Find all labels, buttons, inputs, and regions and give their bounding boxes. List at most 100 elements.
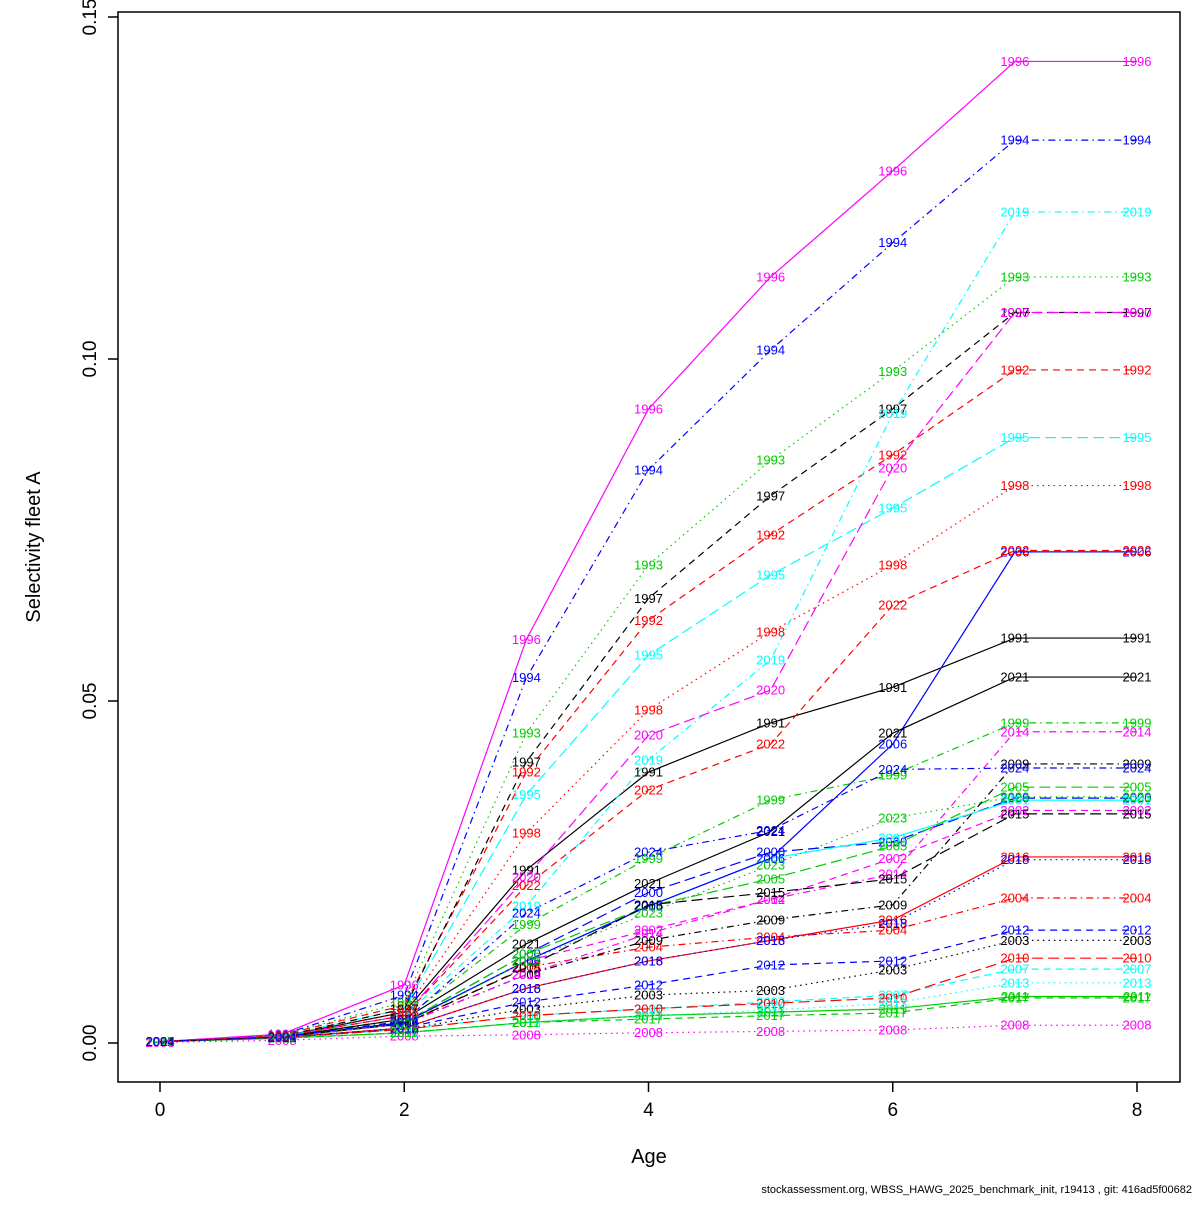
series-line-2022	[159, 549, 1137, 1043]
year-label-1995-age2: 1995	[390, 1001, 419, 1016]
year-label-1996-age3: 1996	[512, 632, 541, 647]
year-label-2004-age4: 2004	[634, 940, 663, 955]
year-label-1996-age2: 1996	[390, 977, 419, 992]
year-label-2002-age8: 2002	[1123, 803, 1152, 818]
series-line-2023	[159, 796, 1137, 1043]
year-label-2001-age2: 2001	[390, 1015, 419, 1030]
year-label-2001-age3: 2001	[512, 953, 541, 968]
year-label-2024-age3: 2024	[512, 906, 541, 921]
year-label-2012-age5: 2012	[756, 958, 785, 973]
year-label-2014-age7: 2014	[1000, 724, 1029, 739]
year-label-2018-age5: 2018	[756, 933, 785, 948]
series-line-1991	[159, 637, 1137, 1043]
year-label-1995-age0: 1995	[146, 1034, 175, 1049]
year-label-1994-age0: 1994	[146, 1034, 175, 1049]
year-label-2008-age6: 2008	[878, 1023, 907, 1038]
year-label-1991-age8: 1991	[1123, 631, 1152, 646]
year-label-2007-age8: 2007	[1123, 962, 1152, 977]
year-label-1998-age3: 1998	[512, 826, 541, 841]
year-label-1995-age6: 1995	[878, 501, 907, 516]
series-line-2019	[159, 211, 1137, 1043]
year-label-2008-age3: 2008	[512, 1027, 541, 1042]
year-label-2011-age7: 2011	[1001, 989, 1029, 1004]
year-label-2019-age2: 2019	[390, 1008, 419, 1023]
year-label-2018-age6: 2018	[878, 916, 907, 931]
year-label-2023-age8: 2023	[1123, 789, 1152, 804]
year-label-2009-age4: 2009	[634, 933, 663, 948]
year-label-1996-age4: 1996	[634, 401, 663, 416]
year-label-2003-age2: 2003	[390, 1022, 419, 1037]
year-label-2010-age0: 2010	[146, 1034, 175, 1049]
year-label-2022-age4: 2022	[634, 782, 663, 797]
year-label-2013-age2: 2013	[390, 1025, 419, 1040]
year-label-2018-age1: 2018	[268, 1030, 297, 1045]
year-label-1992-age8: 1992	[1123, 362, 1152, 377]
year-label-2011-age3: 2011	[512, 1015, 540, 1030]
year-label-2012-age1: 2012	[268, 1030, 297, 1045]
year-label-2007-age6: 2007	[878, 988, 907, 1003]
year-label-2021-age0: 2021	[146, 1034, 175, 1049]
footer-citation: stockassessment.org, WBSS_HAWG_2025_benc…	[761, 1184, 1192, 1196]
series-line-2020	[159, 311, 1137, 1043]
year-label-2002-age0: 2002	[146, 1034, 175, 1049]
x-tick-label: 6	[887, 1100, 898, 1121]
year-label-2003-age5: 2003	[756, 983, 785, 998]
year-label-2016-age5: 2016	[756, 933, 785, 948]
year-label-1999-age8: 1999	[1123, 715, 1152, 730]
year-label-1993-age8: 1993	[1123, 269, 1152, 284]
year-label-2000-age3: 2000	[512, 947, 541, 962]
year-label-2020-age2: 2020	[390, 1008, 419, 1023]
year-label-2005-age3: 2005	[512, 947, 541, 962]
year-label-1994-age5: 1994	[756, 343, 785, 358]
year-label-2024-age7: 2024	[1000, 761, 1029, 776]
year-label-2012-age0: 2012	[146, 1034, 175, 1049]
year-label-2010-age6: 2010	[878, 990, 907, 1005]
year-label-1998-age5: 1998	[756, 624, 785, 639]
year-label-2011-age5: 2011	[757, 1005, 785, 1020]
year-label-2015-age1: 2015	[268, 1029, 297, 1044]
year-label-2000-age5: 2000	[756, 845, 785, 860]
year-label-2023-age7: 2023	[1000, 789, 1029, 804]
year-label-2008-age0: 2008	[146, 1035, 175, 1050]
year-label-2017-age7: 2017	[1000, 990, 1029, 1005]
year-label-1997-age2: 1997	[390, 1001, 419, 1016]
year-label-2013-age3: 2013	[512, 1015, 541, 1030]
year-label-2000-age2: 2000	[390, 1015, 419, 1030]
year-label-2008-age5: 2008	[756, 1024, 785, 1039]
year-label-2021-age7: 2021	[1000, 670, 1029, 685]
year-label-2023-age4: 2023	[634, 906, 663, 921]
year-label-2022-age5: 2022	[756, 737, 785, 752]
year-label-2001-age0: 2001	[146, 1034, 175, 1049]
year-label-2020-age3: 2020	[512, 869, 541, 884]
year-label-2012-age8: 2012	[1123, 923, 1152, 938]
year-label-2008-age1: 2008	[268, 1033, 297, 1048]
year-label-2016-age3: 2016	[512, 981, 541, 996]
year-label-2019-age0: 2019	[146, 1034, 175, 1049]
year-label-2024-age8: 2024	[1123, 761, 1152, 776]
year-label-2008-age8: 2008	[1123, 1018, 1152, 1033]
year-label-2016-age2: 2016	[390, 1020, 419, 1035]
year-label-1995-age4: 1995	[634, 648, 663, 663]
year-label-2018-age8: 2018	[1123, 852, 1152, 867]
year-label-1995-age5: 1995	[756, 568, 785, 583]
year-label-2019-age3: 2019	[512, 899, 541, 914]
year-label-2020-age5: 2020	[756, 683, 785, 698]
year-label-2009-age7: 2009	[1000, 756, 1029, 771]
year-label-2015-age6: 2015	[878, 871, 907, 886]
year-label-2009-age2: 2009	[390, 1016, 419, 1031]
year-label-2000-age0: 2000	[146, 1034, 175, 1049]
year-label-2011-age8: 2011	[1123, 989, 1151, 1004]
year-label-2009-age8: 2009	[1123, 756, 1152, 771]
year-label-2018-age0: 2018	[146, 1034, 175, 1049]
year-label-2004-age3: 2004	[512, 960, 541, 975]
year-label-1998-age1: 1998	[268, 1029, 297, 1044]
year-label-1995-age3: 1995	[512, 787, 541, 802]
year-label-2002-age6: 2002	[878, 851, 907, 866]
year-label-1999-age5: 1999	[756, 793, 785, 808]
year-label-2019-age7: 2019	[1000, 204, 1029, 219]
year-label-1995-age8: 1995	[1123, 430, 1152, 445]
year-label-1993-age6: 1993	[878, 364, 907, 379]
year-label-2024-age2: 2024	[390, 1014, 419, 1029]
year-label-2016-age4: 2016	[634, 953, 663, 968]
